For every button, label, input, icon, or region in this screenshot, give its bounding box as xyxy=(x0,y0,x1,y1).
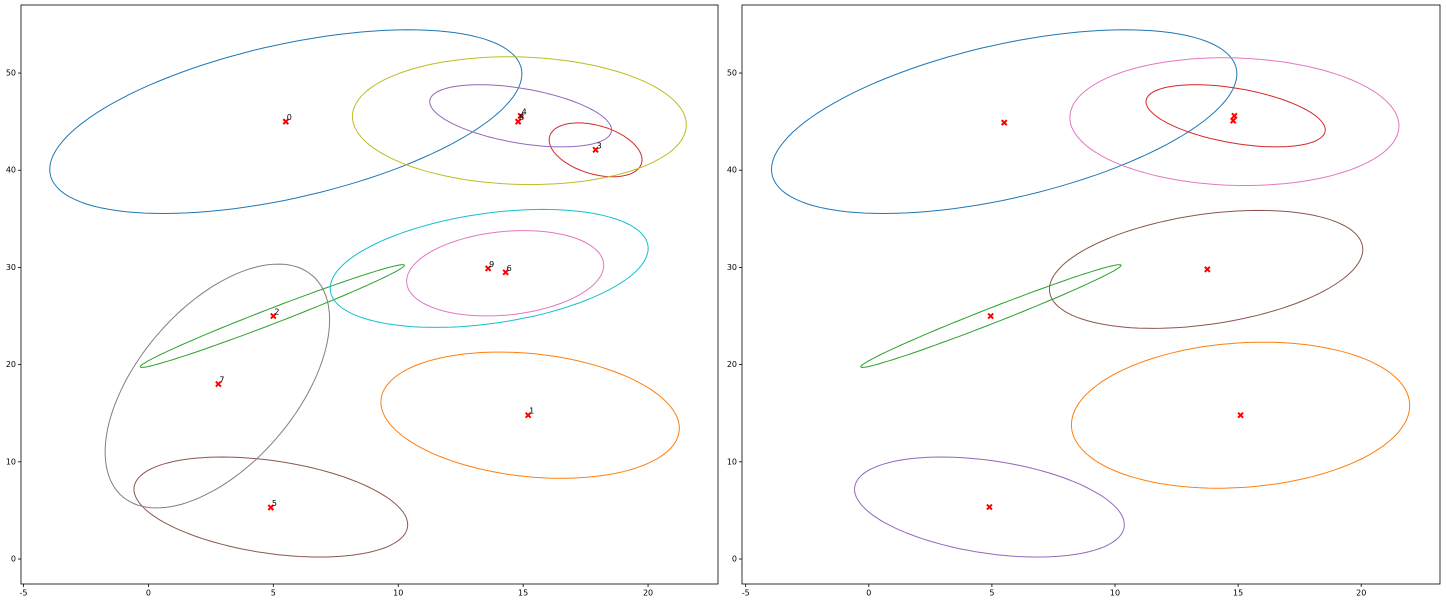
point xyxy=(215,380,222,388)
x-tick-label: 15 xyxy=(518,589,528,598)
point-label: 1 xyxy=(529,407,534,416)
ellipse xyxy=(1069,57,1400,186)
point xyxy=(517,112,524,120)
y-tick-label: 30 xyxy=(6,263,16,272)
x-tick-label: 20 xyxy=(643,589,653,598)
ellipse xyxy=(1049,209,1364,329)
point xyxy=(282,118,290,125)
point-label: 0 xyxy=(287,113,292,122)
y-tick-label: 10 xyxy=(727,457,737,466)
point xyxy=(484,265,492,272)
ellipse xyxy=(770,29,1238,215)
ellipse xyxy=(329,208,649,328)
x-tick-label: -5 xyxy=(20,589,28,598)
axes-frame xyxy=(741,4,1441,585)
ellipse xyxy=(548,122,643,178)
point xyxy=(1231,112,1238,120)
ellipse xyxy=(429,84,613,148)
y-tick-label: 50 xyxy=(727,69,737,78)
point-label: 6 xyxy=(507,264,512,273)
y-tick-label: 40 xyxy=(727,166,737,175)
y-tick-label: 20 xyxy=(727,360,737,369)
ellipse xyxy=(1071,341,1411,489)
point xyxy=(502,269,509,276)
point-label: 8 xyxy=(519,113,524,122)
point-label: 9 xyxy=(489,260,494,269)
point xyxy=(592,146,599,154)
ellipse xyxy=(104,263,331,509)
ellipse xyxy=(380,351,680,479)
y-tick-label: 10 xyxy=(6,457,16,466)
point-label: 7 xyxy=(219,376,224,385)
ellipse xyxy=(406,230,605,317)
ellipse xyxy=(49,29,523,215)
axes-frame xyxy=(20,4,719,585)
x-tick-label: 0 xyxy=(146,589,151,598)
x-tick-label: 10 xyxy=(1110,589,1120,598)
x-tick-label: 5 xyxy=(989,589,994,598)
ellipse xyxy=(139,264,405,368)
point xyxy=(514,118,522,125)
point xyxy=(267,504,275,511)
y-tick-label: 30 xyxy=(727,263,737,272)
point-label: 4 xyxy=(522,107,527,116)
y-tick-label: 50 xyxy=(6,69,16,78)
x-tick-label: -5 xyxy=(742,589,750,598)
ellipse xyxy=(133,456,409,558)
y-tick-label: 20 xyxy=(6,360,16,369)
point xyxy=(1001,119,1008,126)
point xyxy=(986,503,993,511)
x-tick-label: 0 xyxy=(866,589,871,598)
point xyxy=(524,411,532,419)
ellipse xyxy=(351,56,687,186)
ellipse xyxy=(1145,84,1326,148)
ellipse xyxy=(860,264,1122,368)
y-tick-label: 0 xyxy=(11,555,16,564)
point-label: 5 xyxy=(272,499,277,508)
point xyxy=(270,312,277,320)
y-tick-label: 0 xyxy=(732,555,737,564)
point xyxy=(1204,266,1211,273)
point-label: 2 xyxy=(274,308,279,317)
x-tick-label: 10 xyxy=(393,589,403,598)
point xyxy=(987,312,994,320)
point xyxy=(1237,411,1244,419)
x-tick-label: 20 xyxy=(1356,589,1366,598)
point xyxy=(1229,117,1237,124)
point-label: 3 xyxy=(597,141,602,150)
x-tick-label: 5 xyxy=(271,589,276,598)
ellipse xyxy=(853,456,1125,558)
x-tick-label: 15 xyxy=(1233,589,1243,598)
y-tick-label: 40 xyxy=(6,166,16,175)
